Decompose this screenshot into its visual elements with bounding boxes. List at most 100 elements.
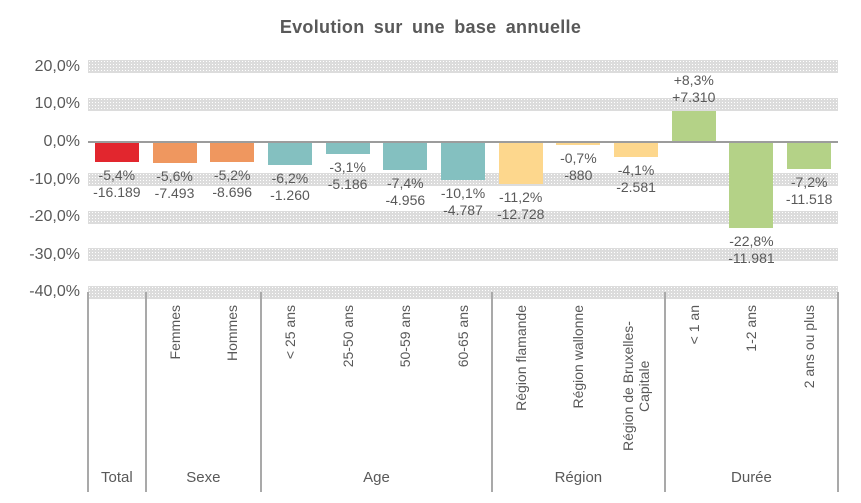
gridline-band <box>88 285 838 299</box>
category-divider <box>837 292 839 492</box>
bar-pct-label: -7,2% <box>790 174 828 191</box>
bar-value-label: -7,2% -11.518 <box>786 174 832 208</box>
bar <box>267 142 312 166</box>
y-axis-label: -30,0% <box>29 245 80 263</box>
bar <box>787 142 832 170</box>
y-axis-label: -20,0% <box>29 208 80 226</box>
group-label: Sexe <box>186 469 221 486</box>
bar-value-label: -3,1% -5.186 <box>328 159 368 193</box>
bar <box>94 142 139 163</box>
category-label: Région de Bruxelles-Capitale <box>620 321 653 451</box>
bar-abs-label: -4.956 <box>385 191 426 208</box>
gridline-band <box>88 60 838 74</box>
bar-abs-label: -8.696 <box>212 183 253 200</box>
category-label-cell: Hommes <box>203 305 261 470</box>
category-label: < 1 an <box>685 305 702 345</box>
group-label: Région <box>554 469 603 486</box>
bar-pct-label: -7,4% <box>387 174 424 191</box>
group-label: Durée <box>731 469 772 486</box>
bar-value-label: -10,1% -4.787 <box>441 185 485 219</box>
category-label-cell: 25-50 ans <box>319 305 377 470</box>
bar-value-label: -6,2% -1.260 <box>270 170 310 204</box>
category-divider <box>144 292 147 492</box>
category-label-cell: Femmes <box>146 305 204 470</box>
y-axis-label: -10,0% <box>29 170 80 188</box>
y-axis-label: -40,0% <box>29 283 80 301</box>
bar-value-label: -4,1% -2.581 <box>616 162 656 196</box>
y-axis-label: 10,0% <box>34 95 80 113</box>
category-label: Région flamande <box>512 305 529 411</box>
category-label: Femmes <box>166 305 183 360</box>
category-label-cell: 1-2 ans <box>723 305 781 470</box>
bar-value-label: -22,8% -11.981 <box>728 233 774 267</box>
chart-title: Evolution sur une base annuelle <box>279 17 582 37</box>
bar-pct-label: -5,6% <box>156 168 193 185</box>
bar-abs-label: -2.581 <box>616 179 656 196</box>
bar <box>441 142 485 180</box>
zero-axis-line <box>88 141 838 143</box>
bar-value-label: -5,6% -7.493 <box>155 168 195 202</box>
bar <box>210 142 255 162</box>
category-label: 1-2 ans <box>743 305 760 352</box>
bar-value-label: -7,4% -4.956 <box>385 175 425 209</box>
bar <box>671 110 716 142</box>
category-label-cell: 60-65 ans <box>434 305 492 470</box>
category-label-cell: Région wallonne <box>550 305 608 470</box>
bar-abs-label: -1.260 <box>270 187 310 204</box>
category-label: < 25 ans <box>281 305 298 360</box>
bar <box>325 142 370 154</box>
category-label: Hommes <box>224 305 241 362</box>
category-label-cell: 50-59 ans <box>376 305 434 470</box>
bar-abs-label: -5.186 <box>327 175 368 192</box>
bar <box>498 142 543 185</box>
category-label: 50-59 ans <box>397 305 414 368</box>
category-divider <box>260 292 263 492</box>
bar <box>729 142 774 228</box>
bar-pct-label: +8,3% <box>673 71 714 88</box>
category-divider <box>663 292 666 492</box>
group-label: Total <box>101 469 133 486</box>
y-axis-label: 0,0% <box>43 133 80 150</box>
category-label: 25-50 ans <box>339 305 356 368</box>
bar-abs-label: -880 <box>564 166 593 183</box>
bar-pct-label: -10,1% <box>440 184 486 201</box>
category-label-cell: < 1 an <box>665 305 723 470</box>
bar-abs-label: -4.787 <box>443 201 483 218</box>
bar-value-label: -0,7% -880 <box>560 150 597 184</box>
gridline-band <box>88 210 838 224</box>
bar-pct-label: -6,2% <box>271 170 309 187</box>
bar-pct-label: -3,1% <box>329 158 366 175</box>
bar-value-label: +8,3% +7.310 <box>672 72 715 106</box>
bar-abs-label: -11.981 <box>728 249 775 266</box>
category-divider <box>490 292 493 492</box>
bar <box>152 142 197 164</box>
bar-pct-label: -5,2% <box>213 166 251 183</box>
bar-pct-label: -4,1% <box>617 162 655 179</box>
bar-pct-label: -5,4% <box>98 167 136 184</box>
bar <box>383 142 428 170</box>
bar-pct-label: -0,7% <box>560 149 597 166</box>
group-label: Age <box>363 469 390 486</box>
gridline-band <box>88 97 838 111</box>
category-label-cell: Région de Bruxelles-Capitale <box>607 305 665 470</box>
bar-value-label: -5,2% -8.696 <box>212 167 252 201</box>
category-label-cell: Région flamande <box>492 305 550 470</box>
bar-abs-label: -7.493 <box>154 185 195 202</box>
bar <box>556 142 601 145</box>
bar-value-label: -5,4% -16.189 <box>93 167 140 201</box>
category-label: Région wallonne <box>570 305 587 409</box>
category-label: 2 ans ou plus <box>801 305 818 389</box>
category-label-cell: 2 ans ou plus <box>780 305 838 470</box>
category-label: 60-65 ans <box>454 305 471 368</box>
bar-pct-label: -11,2% <box>499 189 543 206</box>
bar-pct-label: -22,8% <box>729 232 774 249</box>
bar-abs-label: -16.189 <box>93 184 141 201</box>
bar-value-label: -11,2% -12.728 <box>497 189 544 223</box>
gridline-band <box>88 248 838 262</box>
category-label-cell: < 25 ans <box>261 305 319 470</box>
y-axis-label: 20,0% <box>34 57 80 75</box>
bar-abs-label: +7.310 <box>672 88 716 105</box>
bar-abs-label: -11.518 <box>785 191 833 208</box>
